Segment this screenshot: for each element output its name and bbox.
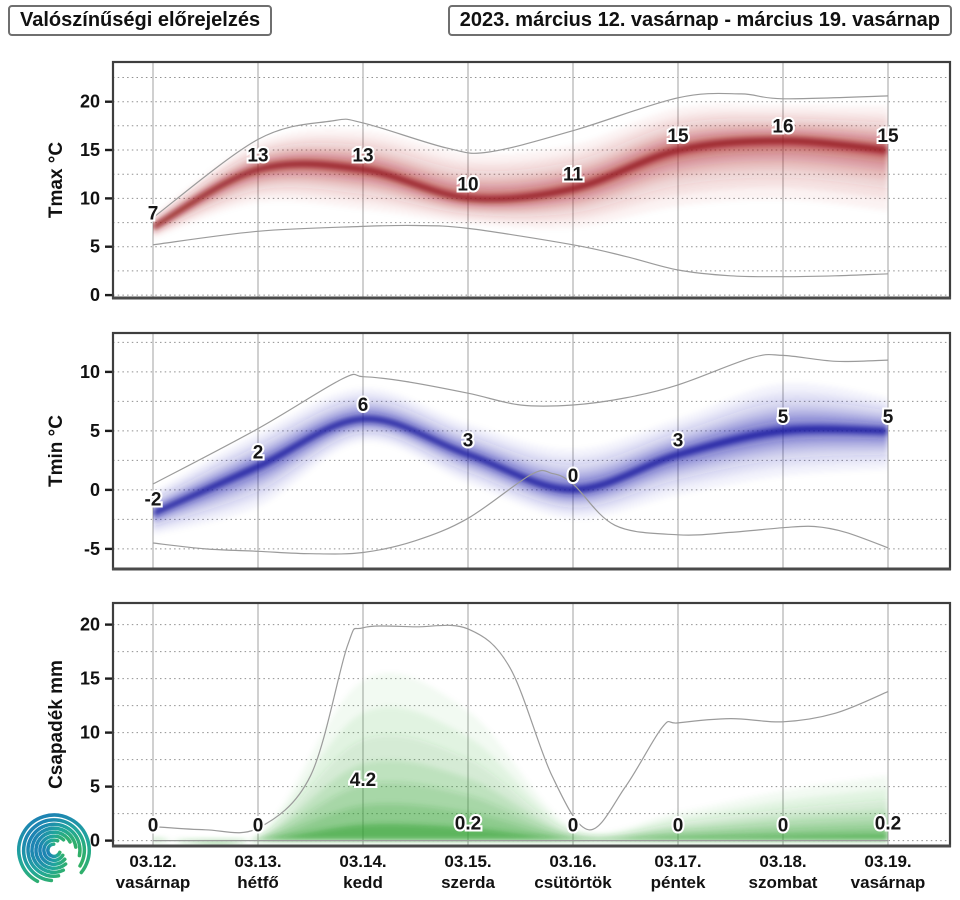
x-axis-date-label: 03.18. bbox=[759, 852, 807, 871]
y-tick-label: 5 bbox=[90, 777, 100, 797]
y-axis-label: Tmax °C bbox=[46, 142, 67, 219]
point-label: 13 bbox=[247, 145, 268, 166]
y-tick-label: 10 bbox=[80, 362, 100, 382]
point-label: 4.2 bbox=[350, 770, 376, 791]
envelope-max-line bbox=[152, 624, 889, 834]
y-tick-label: 0 bbox=[90, 285, 100, 305]
chart-tmin: -2 2 6 3 0 3 5 5 -5 0 5 10 Tmin °C bbox=[46, 331, 952, 571]
point-label: 0.2 bbox=[455, 813, 481, 834]
envelope-max-line bbox=[152, 92, 889, 219]
x-axis-date-label: 03.16. bbox=[549, 852, 597, 871]
x-axis-weekday-label: vasárnap bbox=[850, 873, 926, 892]
point-label: 0 bbox=[778, 816, 789, 837]
y-ticks: 0 5 10 15 20 bbox=[80, 615, 112, 851]
x-axis-weekday-label: vasárnap bbox=[115, 873, 191, 892]
point-label: 0.2 bbox=[875, 813, 901, 834]
y-tick-label: 15 bbox=[80, 140, 100, 160]
point-label: 0 bbox=[568, 466, 579, 487]
y-tick-label: 0 bbox=[90, 831, 100, 851]
point-label: 2 bbox=[253, 442, 264, 463]
point-label: 15 bbox=[667, 126, 689, 147]
y-tick-label: 10 bbox=[80, 723, 100, 743]
x-axis-date-label: 03.12. bbox=[129, 852, 177, 871]
probability-fan bbox=[153, 673, 888, 845]
x-axis-day: 03.18. szombat bbox=[749, 851, 818, 893]
probability-fan bbox=[153, 383, 888, 535]
point-label: 11 bbox=[563, 165, 584, 186]
x-axis-day: 03.13. hétfő bbox=[234, 851, 281, 893]
y-tick-label: -5 bbox=[84, 539, 100, 559]
point-label: 5 bbox=[778, 407, 789, 428]
page-title: Valószínűségi előrejelzés bbox=[8, 5, 273, 36]
y-ticks: -5 0 5 10 bbox=[80, 362, 112, 559]
y-tick-label: 10 bbox=[80, 188, 100, 208]
point-label: 3 bbox=[673, 431, 684, 452]
x-axis-date-label: 03.14. bbox=[339, 852, 387, 871]
point-label: 7 bbox=[148, 203, 159, 224]
x-axis-date-label: 03.19. bbox=[864, 852, 912, 871]
median-line bbox=[153, 416, 888, 516]
x-axis-date-label: 03.15. bbox=[444, 852, 492, 871]
point-label: 13 bbox=[352, 145, 373, 166]
x-axis-weekday-label: szombat bbox=[748, 873, 818, 892]
x-axis-day: 03.14. kedd bbox=[339, 851, 386, 893]
point-labels: -2 2 6 3 0 3 5 5 bbox=[143, 393, 896, 512]
x-axis-day: 03.16. csütörtök bbox=[534, 851, 611, 893]
envelope-min-line bbox=[152, 224, 889, 278]
x-axis-date-label: 03.17. bbox=[654, 852, 702, 871]
x-axis-weekday-label: hétfő bbox=[237, 873, 279, 892]
x-axis-weekday-label: szerda bbox=[441, 873, 495, 892]
point-label: 16 bbox=[772, 116, 793, 137]
point-label: 5 bbox=[883, 407, 894, 428]
x-axis-day: 03.12. vasárnap bbox=[116, 851, 191, 893]
point-label: 3 bbox=[463, 431, 474, 452]
point-label: 0 bbox=[568, 816, 579, 837]
x-axis-weekday-label: kedd bbox=[343, 873, 383, 892]
meteorology-spiral-logo-icon bbox=[17, 813, 91, 888]
chart-tmax: 7 13 13 10 11 15 16 15 0 5 10 15 20 Tmax °C bbox=[46, 60, 952, 305]
point-labels: 7 13 13 10 11 15 16 15 bbox=[146, 114, 901, 226]
y-tick-label: 15 bbox=[80, 669, 100, 689]
chart-csapadek: 0 0 4.2 0.2 0 0 0 0.2 0 5 10 15 20 Csapadék mm bbox=[46, 601, 952, 851]
probability-fan bbox=[153, 104, 888, 238]
point-label: 0 bbox=[148, 816, 159, 837]
x-axis: 03.12. vasárnap 03.13. hétfő 03.14. kedd 03.15… bbox=[0, 851, 960, 897]
x-axis-weekday-label: péntek bbox=[650, 873, 706, 892]
x-axis-day: 03.15. szerda bbox=[441, 851, 495, 893]
x-axis-weekday-label: csütörtök bbox=[534, 873, 612, 892]
y-ticks: 0 5 10 15 20 bbox=[80, 92, 112, 305]
point-label: 0 bbox=[253, 816, 264, 837]
envelope-min-line bbox=[152, 469, 889, 555]
point-label: -2 bbox=[145, 490, 162, 511]
y-tick-label: 20 bbox=[80, 92, 100, 112]
y-tick-label: 20 bbox=[80, 615, 100, 635]
y-axis-label: Csapadék mm bbox=[46, 660, 67, 789]
median-line bbox=[153, 137, 888, 230]
point-label: 15 bbox=[877, 126, 899, 147]
envelope-max-line bbox=[152, 353, 889, 485]
point-labels: 0 0 4.2 0.2 0 0 0 0.2 bbox=[146, 768, 904, 838]
y-tick-label: 0 bbox=[90, 480, 100, 500]
x-axis-day: 03.17. péntek bbox=[651, 851, 706, 893]
x-axis-date-label: 03.13. bbox=[234, 852, 282, 871]
date-range: 2023. március 12. vasárnap - március 19.… bbox=[447, 5, 952, 36]
x-axis-day: 03.19. vasárnap bbox=[851, 851, 926, 893]
y-tick-label: 5 bbox=[90, 421, 100, 441]
spiral-arcs bbox=[17, 813, 91, 888]
point-label: 0 bbox=[673, 816, 684, 837]
point-label: 10 bbox=[457, 174, 478, 195]
day-gridlines bbox=[152, 333, 889, 569]
point-label: 6 bbox=[358, 395, 369, 416]
y-axis-label: Tmin °C bbox=[46, 415, 67, 487]
y-tick-label: 5 bbox=[90, 237, 100, 257]
